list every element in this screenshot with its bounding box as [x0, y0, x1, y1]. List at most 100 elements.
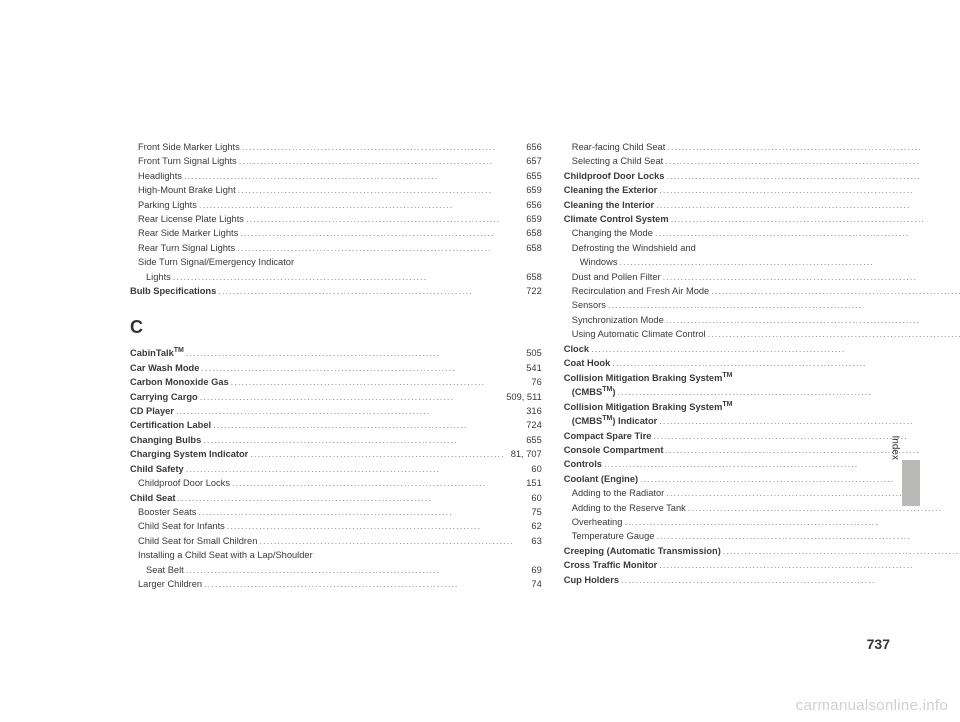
leader-dots: ........................................… [199, 361, 522, 375]
leader-dots: ........................................… [202, 577, 527, 591]
index-entry: Child Safety ...........................… [130, 462, 542, 476]
leader-dots: ........................................… [622, 515, 960, 529]
leader-dots: ........................................… [238, 226, 522, 240]
index-entry: Controls ...............................… [564, 457, 960, 471]
leader-dots: ........................................… [248, 447, 506, 461]
index-entry: Console Compartment ....................… [564, 443, 960, 457]
entry-page: 505 [522, 346, 542, 360]
entry-label: Booster Seats [138, 505, 196, 519]
entry-label: Child Seat for Infants [138, 519, 225, 533]
leader-dots: ........................................… [709, 284, 960, 298]
entry-label: CD Player [130, 404, 174, 418]
column-1: Front Side Marker Lights ...............… [130, 140, 542, 591]
entry-label: Bulb Specifications [130, 284, 216, 298]
leader-dots: ........................................… [657, 558, 960, 572]
entry-page: 656 [522, 140, 542, 154]
leader-dots: ........................................… [617, 255, 960, 269]
leader-dots: ........................................… [721, 544, 960, 558]
entry-label: Defrosting the Windshield and [572, 241, 696, 255]
leader-dots: ........................................… [706, 327, 960, 341]
leader-dots: ........................................… [657, 414, 960, 428]
index-entry: Defrosting the Windshield and [564, 241, 960, 255]
entry-label: (CMBSTM) [572, 385, 616, 400]
leader-dots: ........................................… [663, 154, 960, 168]
leader-dots: ........................................… [175, 491, 527, 505]
entry-label: Dust and Pollen Filter [572, 270, 661, 284]
leader-dots: ........................................… [225, 519, 528, 533]
entry-label: Coolant (Engine) [564, 472, 638, 486]
entry-label: Cross Traffic Monitor [564, 558, 658, 572]
entry-page: 81, 707 [507, 447, 542, 461]
leader-dots: ........................................… [257, 534, 527, 548]
index-entry: Booster Seats ..........................… [130, 505, 542, 519]
index-entry: (CMBSTM) Indicator .....................… [564, 414, 960, 429]
index-entry: Front Side Marker Lights ...............… [130, 140, 542, 154]
entry-label: Creeping (Automatic Transmission) [564, 544, 721, 558]
entry-label: Child Seat [130, 491, 175, 505]
leader-dots: ........................................… [198, 390, 503, 404]
entry-label: Rear License Plate Lights [138, 212, 244, 226]
index-entry: Child Seat for Infants .................… [130, 519, 542, 533]
index-entry: Clock ..................................… [564, 342, 960, 356]
leader-dots: ........................................… [184, 462, 528, 476]
index-entry: Rear Turn Signal Lights ................… [130, 241, 542, 255]
entry-label: Changing the Mode [572, 226, 653, 240]
index-entry: Headlights .............................… [130, 169, 542, 183]
leader-dots: ........................................… [619, 573, 960, 587]
entry-label: Coat Hook [564, 356, 611, 370]
entry-label: Certification Label [130, 418, 211, 432]
entry-label: Larger Children [138, 577, 202, 591]
index-entry: CD Player ..............................… [130, 404, 542, 418]
column-2: Rear-facing Child Seat .................… [564, 140, 960, 591]
entry-label: High-Mount Brake Light [138, 183, 236, 197]
index-entry: Creeping (Automatic Transmission) ......… [564, 544, 960, 558]
index-entry: Childproof Door Locks ..................… [130, 476, 542, 490]
entry-label: Adding to the Radiator [572, 486, 665, 500]
leader-dots: ........................................… [654, 198, 960, 212]
entry-label: Synchronization Mode [572, 313, 664, 327]
entry-page: 62 [527, 519, 541, 533]
entry-label: Childproof Door Locks [138, 476, 230, 490]
leader-dots: ........................................… [663, 443, 960, 457]
index-entry: Climate Control System .................… [564, 212, 960, 226]
entry-page: 75 [527, 505, 541, 519]
leader-dots: ........................................… [651, 429, 958, 443]
index-entry: Cross Traffic Monitor ..................… [564, 558, 960, 572]
leader-dots: ........................................… [171, 270, 522, 284]
entry-page: 722 [522, 284, 542, 298]
index-entry: Dust and Pollen Filter .................… [564, 270, 960, 284]
leader-dots: ........................................… [197, 198, 522, 212]
index-entry: Parking Lights .........................… [130, 198, 542, 212]
leader-dots: ........................................… [669, 212, 960, 226]
entry-label: Using Automatic Climate Control [572, 327, 706, 341]
watermark: carmanualsonline.info [796, 697, 948, 714]
leader-dots: ........................................… [235, 241, 522, 255]
entry-label: Charging System Indicator [130, 447, 248, 461]
entry-page: 659 [522, 183, 542, 197]
leader-dots: ........................................… [654, 529, 960, 543]
index-entry: Selecting a Child Seat .................… [564, 154, 960, 168]
leader-dots: ........................................… [237, 154, 523, 168]
entry-label: Rear-facing Child Seat [572, 140, 666, 154]
leader-dots: ........................................… [184, 346, 522, 360]
index-entry: Child Seat for Small Children ..........… [130, 534, 542, 548]
leader-dots: ........................................… [216, 284, 522, 298]
entry-page: 63 [527, 534, 541, 548]
side-tab [902, 460, 920, 506]
index-entry: Carbon Monoxide Gas ....................… [130, 375, 542, 389]
entry-label: Overheating [572, 515, 623, 529]
index-entry: Car Wash Mode ..........................… [130, 361, 542, 375]
index-entry: Rear-facing Child Seat .................… [564, 140, 960, 154]
leader-dots: ........................................… [236, 183, 523, 197]
index-entry: Overheating ............................… [564, 515, 960, 529]
leader-dots: ........................................… [230, 476, 522, 490]
entry-page: 659 [522, 212, 542, 226]
entry-label: Cleaning the Exterior [564, 183, 658, 197]
index-entry: Larger Children ........................… [130, 577, 542, 591]
index-entry: Compact Spare Tire .....................… [564, 429, 960, 443]
leader-dots: ........................................… [606, 298, 960, 312]
leader-dots: ........................................… [589, 342, 960, 356]
index-entry: Using Automatic Climate Control ........… [564, 327, 960, 341]
entry-page: 724 [522, 418, 542, 432]
entry-label: Recirculation and Fresh Air Mode [572, 284, 709, 298]
